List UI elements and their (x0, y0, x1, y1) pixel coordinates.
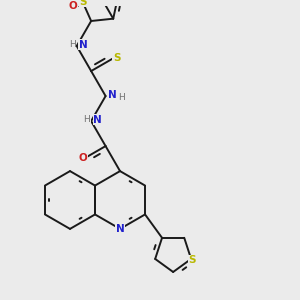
Text: N: N (79, 40, 88, 50)
Text: H: H (69, 40, 76, 50)
Text: N: N (116, 224, 124, 234)
Text: S: S (188, 255, 196, 265)
Text: N: N (108, 90, 117, 100)
Text: O: O (69, 1, 77, 11)
Text: H: H (83, 116, 90, 124)
Text: N: N (93, 115, 102, 125)
Text: S: S (80, 0, 87, 7)
Text: S: S (113, 53, 121, 63)
Text: H: H (118, 93, 124, 102)
Text: O: O (79, 153, 88, 163)
